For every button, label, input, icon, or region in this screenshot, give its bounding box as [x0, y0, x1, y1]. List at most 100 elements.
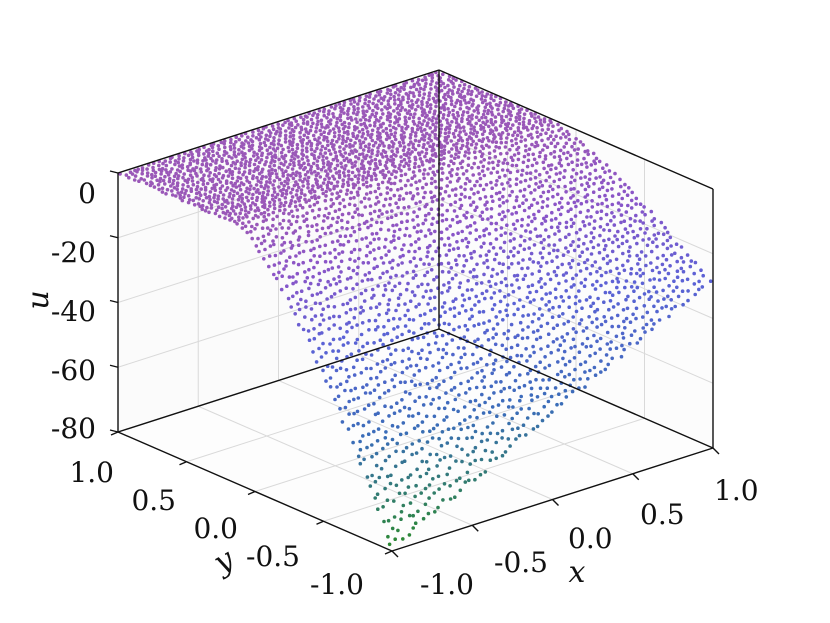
data-point — [431, 170, 436, 175]
data-point — [389, 215, 394, 219]
data-point — [491, 327, 496, 331]
data-point — [289, 246, 294, 250]
data-point — [312, 336, 317, 341]
data-point — [446, 134, 451, 139]
data-point — [522, 116, 526, 121]
data-point — [611, 305, 616, 309]
data-point — [454, 152, 458, 156]
data-point — [486, 167, 490, 171]
data-point — [293, 200, 298, 204]
data-point — [477, 172, 482, 176]
data-point — [210, 186, 214, 191]
data-point — [315, 146, 319, 151]
data-point — [494, 456, 499, 461]
data-point — [584, 326, 589, 330]
data-point — [490, 129, 495, 134]
data-point — [556, 225, 560, 229]
data-point — [239, 161, 243, 165]
data-point — [430, 199, 435, 204]
data-point — [676, 294, 681, 299]
data-point — [417, 237, 421, 241]
data-point — [268, 145, 272, 150]
data-point — [383, 283, 387, 288]
data-point — [196, 180, 200, 185]
data-point — [449, 376, 453, 380]
data-point — [257, 132, 261, 137]
data-point — [427, 94, 431, 98]
data-point — [533, 144, 537, 149]
data-point — [673, 251, 677, 256]
data-point — [170, 189, 174, 193]
data-point — [443, 85, 447, 90]
data-point — [356, 180, 361, 185]
data-point — [223, 145, 227, 150]
data-point — [429, 268, 434, 272]
data-point — [494, 221, 499, 226]
data-point — [294, 280, 298, 284]
data-point — [340, 226, 344, 230]
data-point — [259, 241, 264, 246]
data-point — [402, 157, 407, 162]
data-point — [487, 138, 491, 143]
data-point — [388, 481, 393, 486]
data-point — [603, 367, 608, 372]
data-point — [482, 173, 487, 178]
data-point — [516, 151, 521, 156]
data-point — [512, 205, 517, 210]
data-point — [286, 226, 291, 230]
data-point — [512, 301, 516, 306]
data-point — [407, 159, 412, 164]
data-point — [385, 210, 389, 214]
data-point — [426, 511, 431, 516]
data-point — [466, 240, 471, 245]
data-point — [427, 483, 432, 487]
data-point — [309, 124, 314, 129]
data-point — [218, 190, 223, 194]
data-point — [638, 274, 643, 278]
data-point — [393, 246, 397, 250]
data-point — [460, 447, 464, 452]
data-point — [492, 149, 497, 153]
data-point — [447, 248, 452, 253]
data-point — [392, 134, 397, 139]
data-point — [312, 327, 316, 331]
data-point — [304, 200, 309, 204]
data-point — [297, 198, 302, 203]
data-point — [443, 97, 448, 102]
data-point — [434, 185, 438, 190]
data-point — [417, 395, 422, 400]
data-point — [401, 148, 406, 153]
data-point — [328, 342, 332, 346]
data-point — [481, 187, 486, 192]
data-point — [547, 363, 552, 368]
data-point — [430, 378, 435, 383]
data-point — [390, 172, 394, 176]
data-point — [551, 340, 556, 344]
data-point — [226, 174, 231, 178]
data-point — [356, 396, 361, 400]
data-point — [641, 221, 645, 225]
data-point — [336, 394, 341, 399]
data-point — [527, 406, 531, 411]
data-point — [315, 200, 320, 205]
data-point — [292, 116, 297, 121]
data-point — [250, 224, 254, 229]
data-point — [584, 161, 588, 165]
data-point — [402, 206, 407, 210]
data-point — [508, 170, 513, 175]
data-point — [445, 227, 449, 231]
data-point — [282, 184, 287, 188]
data-point — [328, 385, 333, 389]
data-point — [407, 406, 412, 411]
data-point — [546, 399, 551, 404]
data-point — [430, 119, 434, 123]
data-point — [517, 117, 522, 122]
data-point — [271, 217, 275, 222]
data-point — [415, 127, 420, 132]
data-point — [554, 172, 559, 176]
data-point — [201, 159, 205, 163]
data-point — [583, 149, 587, 154]
data-point — [345, 220, 350, 224]
data-point — [351, 185, 356, 190]
data-point — [546, 272, 550, 276]
